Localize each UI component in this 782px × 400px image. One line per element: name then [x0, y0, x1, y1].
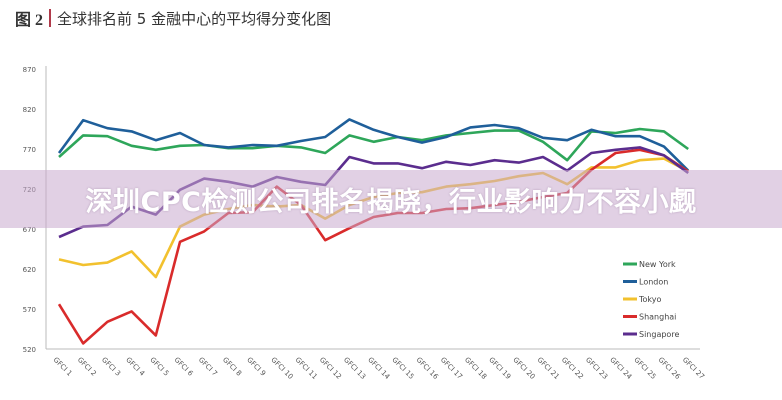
chart-title-row: 图 2 全球排名前 5 金融中心的平均得分变化图 [15, 6, 331, 30]
series-line-london [57, 118, 690, 172]
chart-title: 全球排名前 5 金融中心的平均得分变化图 [57, 9, 332, 28]
x-tick-label: GFCI 20 [511, 356, 536, 381]
x-tick-label: GFCI 25 [632, 356, 657, 381]
x-tick-label: GFCI 12 [318, 356, 343, 381]
x-tick-label: GFCI 21 [536, 356, 561, 381]
legend-label: Shanghai [639, 313, 676, 322]
y-tick-label: 670 [23, 226, 36, 234]
y-tick-label: 570 [23, 306, 36, 314]
y-tick-label: 820 [23, 106, 36, 114]
figure-label: 图 2 [15, 12, 44, 29]
x-tick-label: GFCI 10 [269, 356, 294, 381]
x-tick-label: GFCI 16 [415, 356, 441, 382]
y-tick-label: 620 [23, 266, 36, 274]
x-tick-label: GFCI 19 [487, 356, 512, 381]
legend-label: Singapore [639, 330, 679, 339]
x-tick-label: GFCI 8 [221, 356, 243, 378]
x-tick-label: GFCI 2 [76, 356, 98, 378]
x-tick-label: GFCI 14 [366, 356, 392, 382]
banner-text: 深圳CPC检测公司排名揭晓，行业影响力不容小觑 [85, 186, 697, 218]
series-line-new-york [58, 127, 689, 162]
x-tick-label: GFCI 17 [439, 356, 464, 381]
x-tick-label: GFCI 9 [245, 356, 267, 378]
legend-label: London [639, 278, 668, 287]
x-tick-label: GFCI 23 [584, 356, 609, 381]
title-divider [49, 9, 52, 27]
x-tick-label: GFCI 6 [173, 356, 195, 378]
y-tick-label: 520 [23, 346, 36, 354]
x-tick-label: GFCI 11 [294, 356, 319, 381]
x-tick-label: GFCI 26 [657, 356, 683, 382]
x-tick-label: GFCI 4 [124, 356, 146, 378]
y-tick-label: 870 [23, 66, 36, 74]
legend-label: Tokyo [638, 295, 662, 304]
x-tick-label: GFCI 7 [197, 356, 219, 378]
x-tick-label: GFCI 27 [681, 356, 706, 381]
x-tick-label: GFCI 3 [100, 356, 122, 378]
overlay-banner: 深圳CPC检测公司排名揭晓，行业影响力不容小觑 [0, 170, 782, 228]
y-tick-label: 770 [23, 146, 36, 154]
legend-label: New York [639, 260, 676, 269]
x-tick-label: GFCI 22 [560, 356, 585, 381]
x-tick-label: GFCI 18 [463, 356, 488, 381]
x-tick-label: GFCI 5 [148, 356, 170, 378]
x-tick-label: GFCI 24 [608, 356, 634, 382]
x-tick-label: GFCI 1 [52, 356, 74, 378]
x-tick-label: GFCI 15 [390, 356, 415, 381]
x-tick-label: GFCI 13 [342, 356, 367, 381]
